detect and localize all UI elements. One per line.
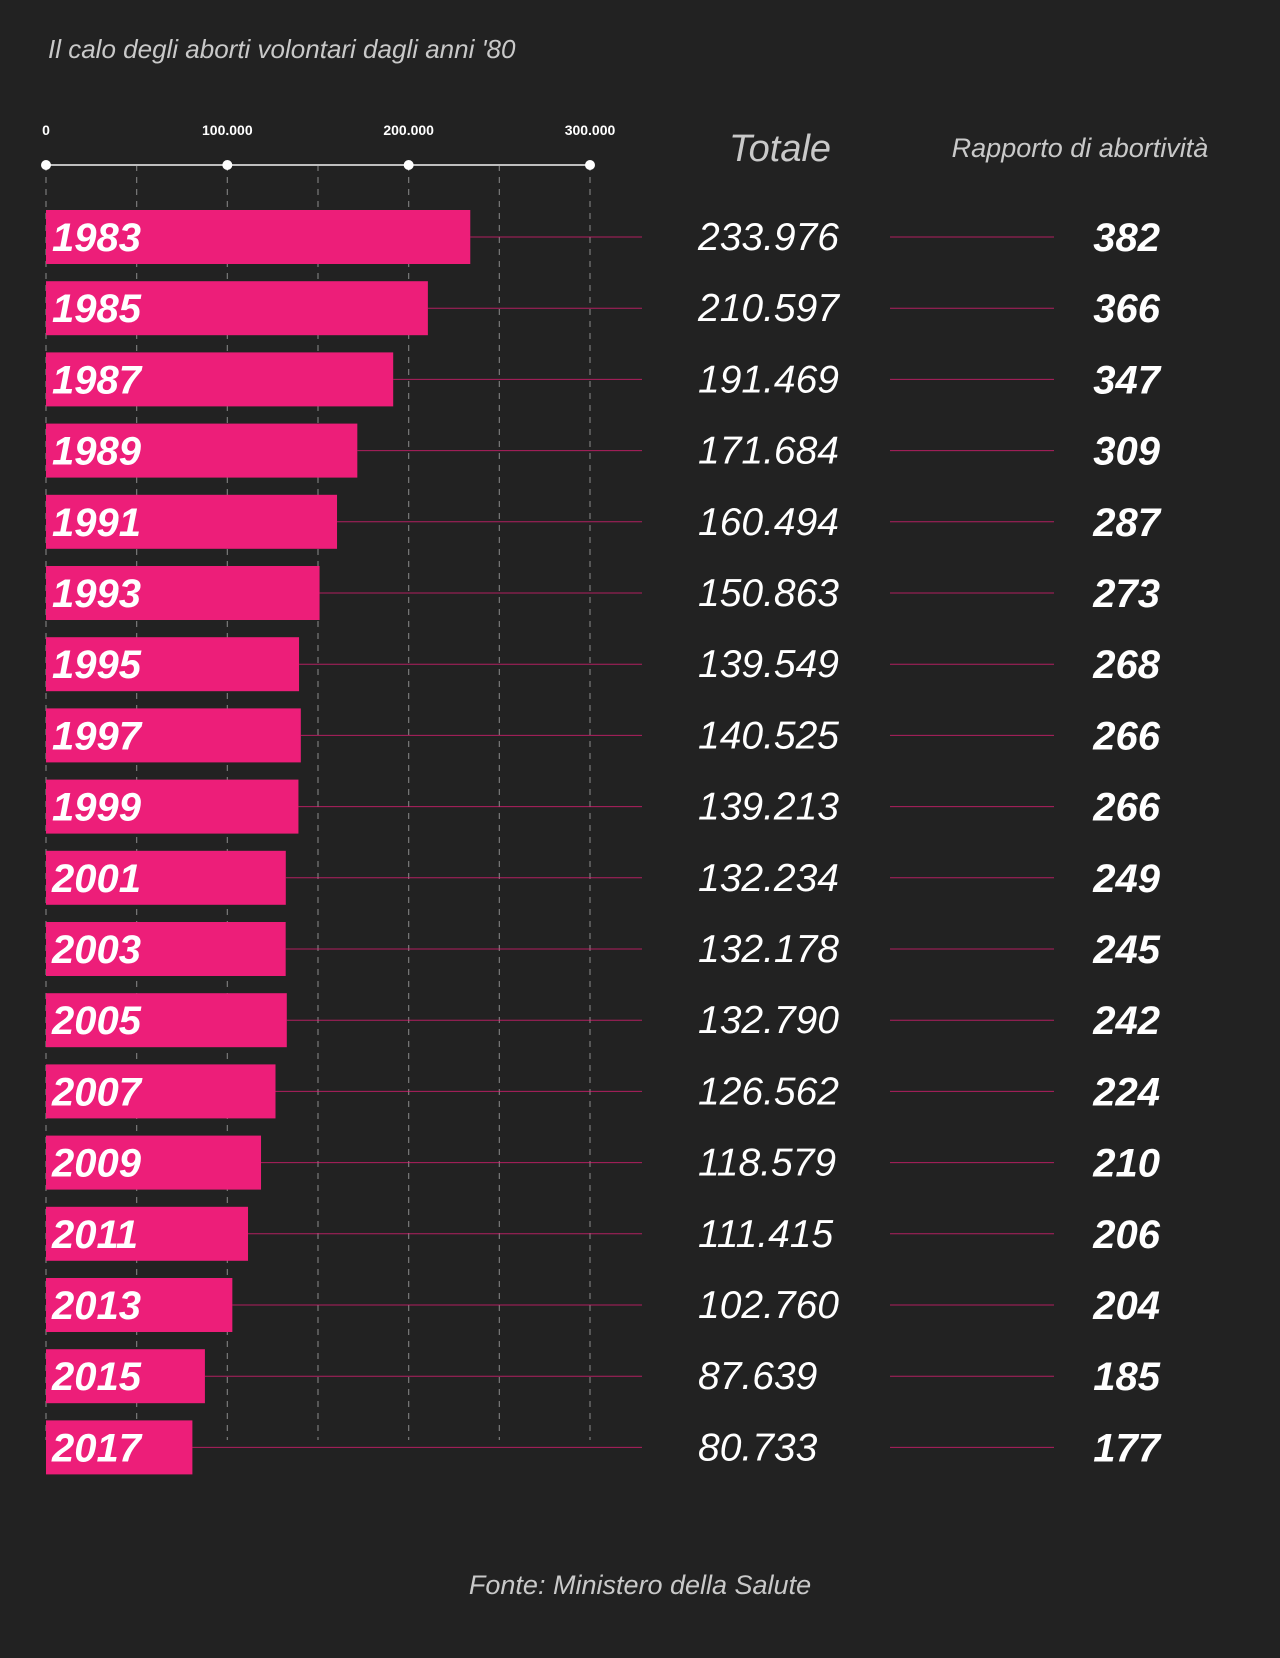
year-label: 2009	[51, 1142, 142, 1186]
x-tick-label: 0	[42, 122, 50, 138]
year-label: 2011	[51, 1213, 138, 1257]
ratio-value-label: 206	[1092, 1213, 1160, 1257]
bar	[46, 423, 358, 478]
total-value-label: 160.494	[698, 501, 839, 544]
bar	[46, 779, 299, 834]
connector-lines	[192, 236, 1054, 1448]
ratio-value-label: 382	[1093, 216, 1160, 260]
ratio-value-label: 366	[1093, 287, 1160, 331]
source-note: Fonte: Ministero della Salute	[468, 1570, 812, 1600]
total-value-label: 139.549	[698, 643, 839, 686]
total-value-label: 140.525	[698, 714, 839, 757]
bar	[46, 494, 338, 549]
bar	[46, 1206, 249, 1261]
ratio-value-label: 242	[1092, 999, 1160, 1043]
column-header-rapporto: Rapporto di abortività	[951, 133, 1209, 163]
bar	[46, 850, 286, 905]
ratio-value-label: 309	[1093, 430, 1160, 474]
year-label: 1987	[52, 358, 143, 402]
total-value-label: 191.469	[698, 358, 839, 401]
ratio-value-label: 224	[1092, 1070, 1160, 1114]
bar	[46, 922, 286, 976]
ratio-value-label: 347	[1093, 358, 1161, 402]
ratio-value-label: 273	[1092, 572, 1160, 616]
total-value-label: 132.234	[698, 857, 839, 900]
bar	[46, 566, 320, 620]
total-value-label: 87.639	[698, 1355, 817, 1398]
year-label: 2013	[51, 1284, 141, 1328]
chart-subtitle: Il calo degli aborti volontari dagli ann…	[48, 34, 516, 64]
ratio-value-label: 245	[1092, 928, 1160, 972]
bar	[46, 352, 394, 407]
bar	[46, 1278, 233, 1332]
x-tick-label: 300.000	[565, 122, 616, 138]
bar	[46, 281, 428, 336]
column-header-totale: Totale	[728, 128, 832, 170]
ratio-value-label: 177	[1093, 1426, 1161, 1470]
year-label: 1995	[52, 643, 142, 687]
ratio-value-label: 268	[1092, 643, 1160, 687]
ratio-value-label: 210	[1092, 1142, 1160, 1186]
bar	[46, 1420, 193, 1475]
year-label: 2005	[51, 999, 142, 1043]
ratio-value-label: 204	[1092, 1284, 1160, 1328]
x-axis: 0 100.000 200.000 300.000	[41, 122, 616, 170]
year-label: 2001	[51, 857, 141, 901]
year-label: 2015	[51, 1355, 142, 1399]
total-value-label: 210.597	[697, 287, 840, 330]
bar	[46, 1064, 276, 1119]
total-value-label: 118.579	[698, 1142, 836, 1185]
total-value-label: 139.213	[698, 786, 839, 829]
bar	[46, 708, 301, 763]
year-label: 1983	[52, 216, 141, 260]
x-axis-tick-dot	[41, 160, 51, 170]
bar	[46, 210, 471, 264]
year-label: 2007	[51, 1070, 143, 1114]
total-value-label: 132.178	[698, 928, 839, 971]
bars	[46, 210, 471, 1475]
total-value-label: 111.415	[698, 1213, 833, 1256]
total-value-label: 171.684	[698, 430, 839, 473]
bar	[46, 1349, 205, 1404]
ratio-value-label: 266	[1092, 714, 1160, 758]
x-tick-label: 100.000	[202, 122, 253, 138]
x-axis-tick-dot	[585, 160, 595, 170]
row-labels: 1983 233.976 382 1985 210.597 366 1987 191.469 3…	[51, 216, 1162, 1470]
bar	[46, 1135, 262, 1190]
year-label: 1997	[52, 714, 143, 758]
bar	[46, 993, 287, 1048]
year-label: 2003	[51, 928, 141, 972]
year-label: 1991	[52, 501, 141, 545]
bar	[46, 637, 300, 692]
ratio-value-label: 266	[1092, 786, 1160, 830]
total-value-label: 233.976	[697, 216, 839, 259]
ratio-value-label: 249	[1092, 857, 1160, 901]
year-label: 2017	[51, 1426, 143, 1470]
total-value-label: 150.863	[698, 572, 839, 615]
total-value-label: 126.562	[698, 1070, 839, 1113]
year-label: 1999	[52, 786, 142, 830]
year-label: 1989	[52, 430, 142, 474]
x-axis-tick-dot	[222, 160, 233, 170]
x-tick-label: 200.000	[383, 122, 434, 138]
ratio-value-label: 287	[1092, 501, 1161, 545]
ratio-value-label: 185	[1093, 1355, 1160, 1399]
x-axis-tick-dot	[403, 160, 414, 170]
total-value-label: 80.733	[698, 1426, 818, 1469]
year-label: 1993	[52, 572, 141, 616]
total-value-label: 102.760	[698, 1284, 839, 1327]
total-value-label: 132.790	[698, 999, 839, 1042]
year-label: 1985	[52, 287, 142, 331]
bar-chart: 0 100.000 200.000 300.000 1983 233.976 382198…	[41, 122, 1162, 1475]
